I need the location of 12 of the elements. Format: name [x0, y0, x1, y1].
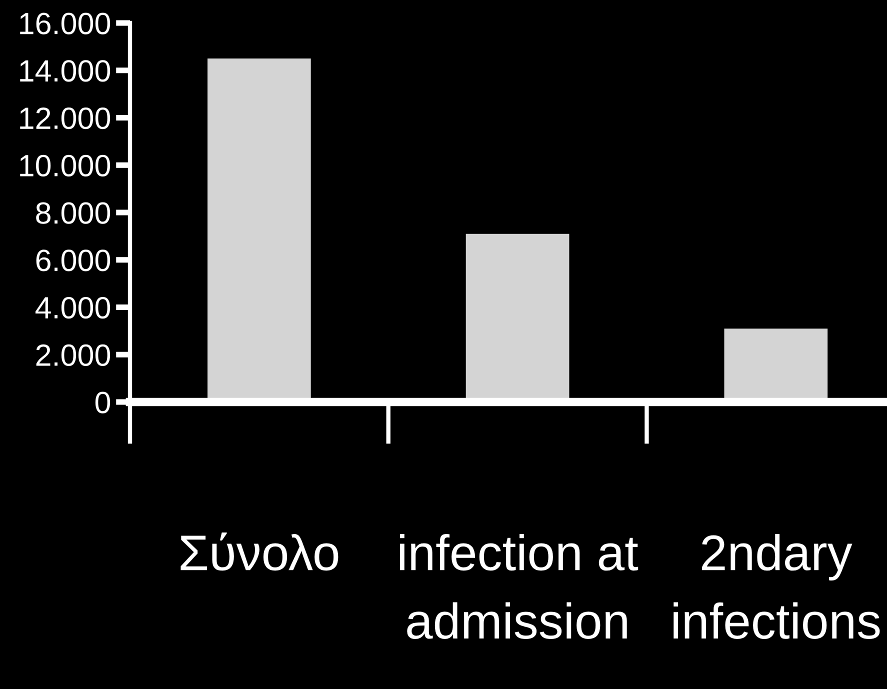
- y-tick-label: 12.000: [20, 107, 110, 130]
- y-tick-label: 2.000: [36, 344, 110, 366]
- x-tick-label: 2ndary infections: [674, 534, 880, 640]
- y-tick-label: 14.000: [20, 60, 110, 82]
- y-tick-label: 16.000: [20, 12, 110, 34]
- y-tick-label: 0: [95, 392, 110, 414]
- x-tick-label: infection at admission: [400, 534, 638, 640]
- y-tick-label: 10.000: [20, 154, 110, 176]
- y-tick-label: 6.000: [36, 250, 110, 272]
- x-tick-label: Σύνολο: [180, 532, 338, 571]
- y-tick-label: 4.000: [35, 296, 110, 319]
- y-tick-label: 8.000: [36, 202, 110, 224]
